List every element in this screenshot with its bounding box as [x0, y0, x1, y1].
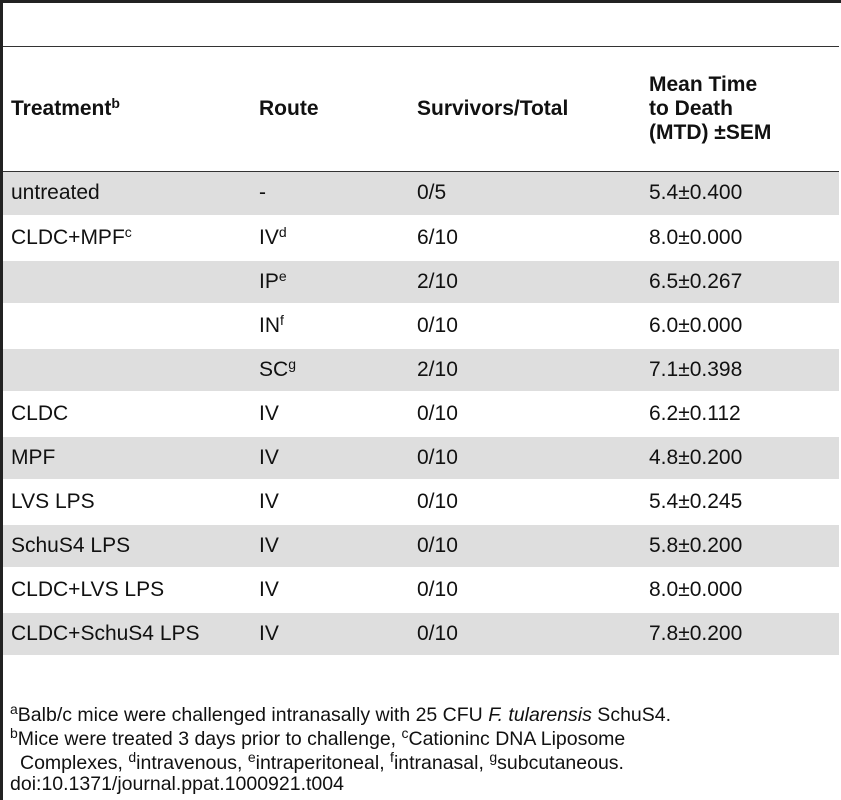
cell-survivors: 0/10: [409, 611, 641, 657]
doi-link[interactable]: doi:10.1371/journal.ppat.1000921.t004: [10, 773, 344, 795]
cell-mtd: 5.8±0.200: [641, 523, 839, 569]
cell-survivors: 6/10: [409, 215, 641, 261]
cell-treatment: [3, 303, 251, 349]
table-row: SCg 2/10 7.1±0.398: [3, 347, 839, 393]
cell-route: IV: [251, 567, 409, 613]
cell-survivors: 0/10: [409, 435, 641, 481]
cell-mtd: 6.5±0.267: [641, 259, 839, 305]
cell-treatment: SchuS4 LPS: [3, 523, 251, 569]
cell-treatment: untreated: [3, 171, 251, 217]
cell-route: INf: [251, 303, 409, 349]
cell-route: -: [251, 171, 409, 217]
cell-route: IV: [251, 479, 409, 525]
left-border-rule: [0, 0, 3, 800]
cell-route: IV: [251, 611, 409, 657]
header-survivors: Survivors/Total: [417, 97, 569, 120]
table-row: MPF IV 0/10 4.8±0.200: [3, 435, 839, 481]
table-row: untreated -0/5 5.4±0.400: [3, 171, 839, 217]
cell-route: IV: [251, 435, 409, 481]
cell-treatment: [3, 347, 251, 393]
cell-route: IV: [251, 391, 409, 437]
cell-route: IPe: [251, 259, 409, 305]
cell-mtd: 6.0±0.000: [641, 303, 839, 349]
cell-treatment: MPF: [3, 435, 251, 481]
cell-route: IVd: [251, 215, 409, 261]
footnote-b: bMice were treated 3 days prior to chall…: [10, 725, 626, 750]
cell-treatment: CLDC+SchuS4 LPS: [3, 611, 251, 657]
cell-treatment: [3, 259, 251, 305]
cell-mtd: 8.0±0.000: [641, 215, 839, 261]
table-row: INf 0/10 6.0±0.000: [3, 303, 839, 349]
table-row: LVS LPS IV 0/10 5.4±0.245: [3, 479, 839, 525]
cell-mtd: 8.0±0.000: [641, 567, 839, 613]
cell-survivors: 2/10: [409, 259, 641, 305]
table-row: CLDC+MPFc IVd 6/10 8.0±0.000: [3, 215, 839, 261]
cell-survivors: 0/10: [409, 303, 641, 349]
results-table-container: Treatmentb Route Survivors/Total Mean Ti…: [3, 46, 839, 657]
cell-survivors: 0/10: [409, 523, 641, 569]
cell-treatment: CLDC+LVS LPS: [3, 567, 251, 613]
cell-survivors: 0/10: [409, 479, 641, 525]
table-footnotes: aBalb/c mice were challenged intranasall…: [10, 701, 836, 775]
footnote-b-continued: Complexes, dintravenous, eintraperitonea…: [20, 749, 624, 774]
header-route: Route: [259, 97, 319, 120]
table-row: SchuS4 LPS IV 0/10 5.8±0.200: [3, 523, 839, 569]
cell-treatment: LVS LPS: [3, 479, 251, 525]
cell-survivors: 0/10: [409, 391, 641, 437]
cell-route: IV: [251, 523, 409, 569]
cell-mtd: 7.8±0.200: [641, 611, 839, 657]
table-row: CLDC IV 0/10 6.2±0.112: [3, 391, 839, 437]
table-header-row: Treatmentb Route Survivors/Total Mean Ti…: [3, 46, 839, 172]
cell-mtd: 4.8±0.200: [641, 435, 839, 481]
header-treatment: Treatmentb: [11, 95, 120, 120]
table-row: IPe 2/10 6.5±0.267: [3, 259, 839, 305]
table-row: CLDC+LVS LPS IV 0/10 8.0±0.000: [3, 567, 839, 613]
cell-mtd: 5.4±0.245: [641, 479, 839, 525]
cell-survivors: 2/10: [409, 347, 641, 393]
top-border-rule: [3, 0, 841, 3]
cell-treatment: CLDC: [3, 391, 251, 437]
cell-survivors: 0/5: [409, 171, 641, 217]
cell-mtd: 5.4±0.400: [641, 171, 839, 217]
cell-treatment: CLDC+MPFc: [3, 215, 251, 261]
cell-mtd: 6.2±0.112: [641, 391, 839, 437]
cell-route: SCg: [251, 347, 409, 393]
table-row: CLDC+SchuS4 LPS IV 0/10 7.8±0.200: [3, 611, 839, 657]
cell-mtd: 7.1±0.398: [641, 347, 839, 393]
results-table: Treatmentb Route Survivors/Total Mean Ti…: [3, 46, 839, 657]
cell-survivors: 0/10: [409, 567, 641, 613]
footnote-a: aBalb/c mice were challenged intranasall…: [10, 701, 672, 726]
header-mtd: Mean Time to Death (MTD) ±SEM: [649, 73, 772, 144]
